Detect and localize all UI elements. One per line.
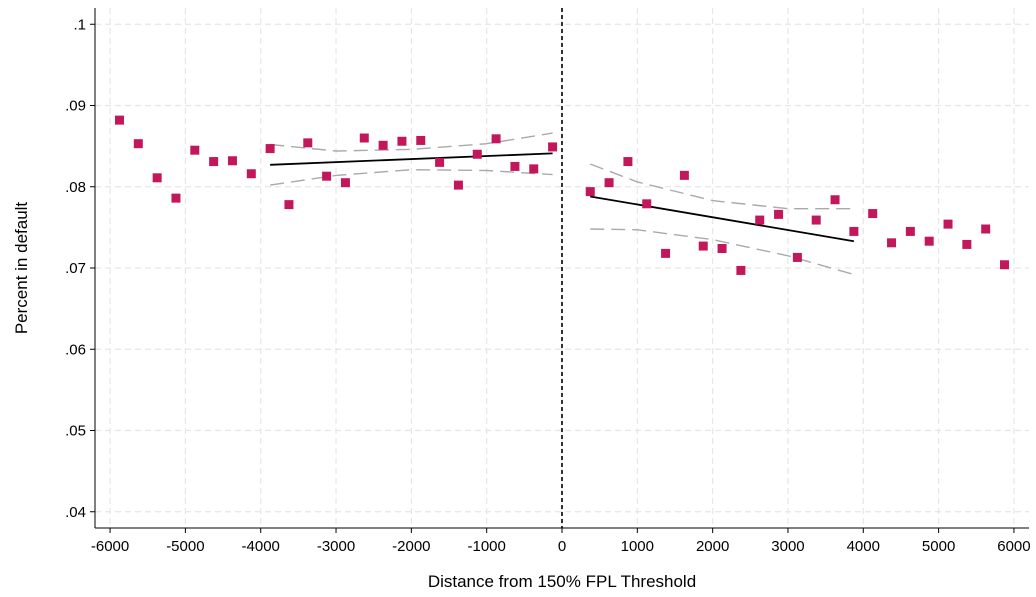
y-tick-label: .06 bbox=[65, 341, 86, 358]
data-point bbox=[227, 156, 237, 166]
data-point bbox=[755, 215, 765, 225]
y-tick-label: .09 bbox=[65, 98, 86, 115]
data-point bbox=[679, 170, 689, 180]
data-point bbox=[190, 145, 200, 155]
data-point bbox=[114, 115, 124, 125]
fit-line bbox=[590, 195, 855, 243]
data-point bbox=[736, 265, 746, 275]
data-point bbox=[887, 238, 897, 248]
confidence-band-line bbox=[270, 132, 553, 152]
data-point bbox=[642, 199, 652, 209]
data-point bbox=[378, 140, 388, 150]
data-point bbox=[472, 149, 482, 159]
data-point bbox=[133, 139, 143, 149]
x-tick-label: 5000 bbox=[922, 538, 955, 555]
y-tick-label: .1 bbox=[73, 16, 86, 33]
y-tick-label: .05 bbox=[65, 423, 86, 440]
data-point bbox=[962, 239, 972, 249]
data-point bbox=[548, 142, 558, 152]
data-point bbox=[924, 236, 934, 246]
data-point bbox=[774, 209, 784, 219]
data-point bbox=[397, 136, 407, 146]
y-tick-label: .04 bbox=[65, 504, 86, 521]
data-points bbox=[114, 115, 1010, 275]
data-point bbox=[943, 219, 953, 229]
data-point bbox=[340, 178, 350, 188]
y-tick-label: .07 bbox=[65, 260, 86, 277]
x-tick-label: 2000 bbox=[696, 538, 729, 555]
data-point bbox=[529, 164, 539, 174]
data-point bbox=[209, 157, 219, 167]
x-tick-label: -4000 bbox=[242, 538, 280, 555]
data-point bbox=[416, 135, 426, 145]
data-point bbox=[1000, 260, 1010, 270]
x-tick-label: 1000 bbox=[621, 538, 654, 555]
confidence-band-line bbox=[269, 168, 553, 186]
confidence-band-line bbox=[590, 228, 855, 276]
data-point bbox=[792, 252, 802, 262]
data-point bbox=[981, 224, 991, 234]
data-point bbox=[585, 187, 595, 197]
data-point bbox=[152, 173, 162, 183]
data-point bbox=[811, 215, 821, 225]
data-point bbox=[491, 134, 501, 144]
x-tick-label: -2000 bbox=[392, 538, 430, 555]
data-point bbox=[698, 241, 708, 251]
data-point bbox=[171, 193, 181, 203]
data-point bbox=[265, 144, 275, 154]
x-tick-label: -3000 bbox=[317, 538, 355, 555]
fit-lines bbox=[269, 8, 855, 528]
data-point bbox=[717, 244, 727, 253]
grid-lines bbox=[95, 8, 1029, 528]
data-point bbox=[359, 133, 369, 143]
x-tick-label: -1000 bbox=[467, 538, 505, 555]
y-axis-title: Percent in default bbox=[12, 202, 31, 335]
tick-labels: -6000 -5000 -4000 -3000 -2000 -1000 0 1000 2000 3… bbox=[65, 16, 1030, 555]
data-point bbox=[604, 178, 614, 188]
data-point bbox=[623, 157, 633, 167]
confidence-band-line bbox=[589, 163, 854, 210]
x-tick-label: 0 bbox=[558, 538, 566, 555]
data-point bbox=[284, 200, 294, 210]
data-point bbox=[661, 248, 671, 258]
y-tick-label: .08 bbox=[65, 179, 86, 196]
data-point bbox=[868, 209, 878, 219]
fit-line bbox=[270, 152, 553, 166]
x-tick-label: -6000 bbox=[91, 538, 129, 555]
x-axis-title: Distance from 150% FPL Threshold bbox=[428, 572, 696, 591]
axes bbox=[90, 8, 1029, 533]
x-tick-label: -5000 bbox=[166, 538, 204, 555]
x-tick-label: 3000 bbox=[771, 538, 804, 555]
x-tick-label: 6000 bbox=[997, 538, 1030, 555]
data-point bbox=[322, 171, 332, 181]
x-tick-label: 4000 bbox=[847, 538, 880, 555]
data-point bbox=[849, 226, 859, 236]
data-point bbox=[435, 157, 445, 167]
data-point bbox=[453, 180, 463, 190]
data-point bbox=[246, 169, 256, 179]
data-point bbox=[303, 138, 313, 148]
data-point bbox=[510, 161, 520, 171]
data-point bbox=[830, 195, 840, 205]
data-point bbox=[905, 226, 915, 236]
